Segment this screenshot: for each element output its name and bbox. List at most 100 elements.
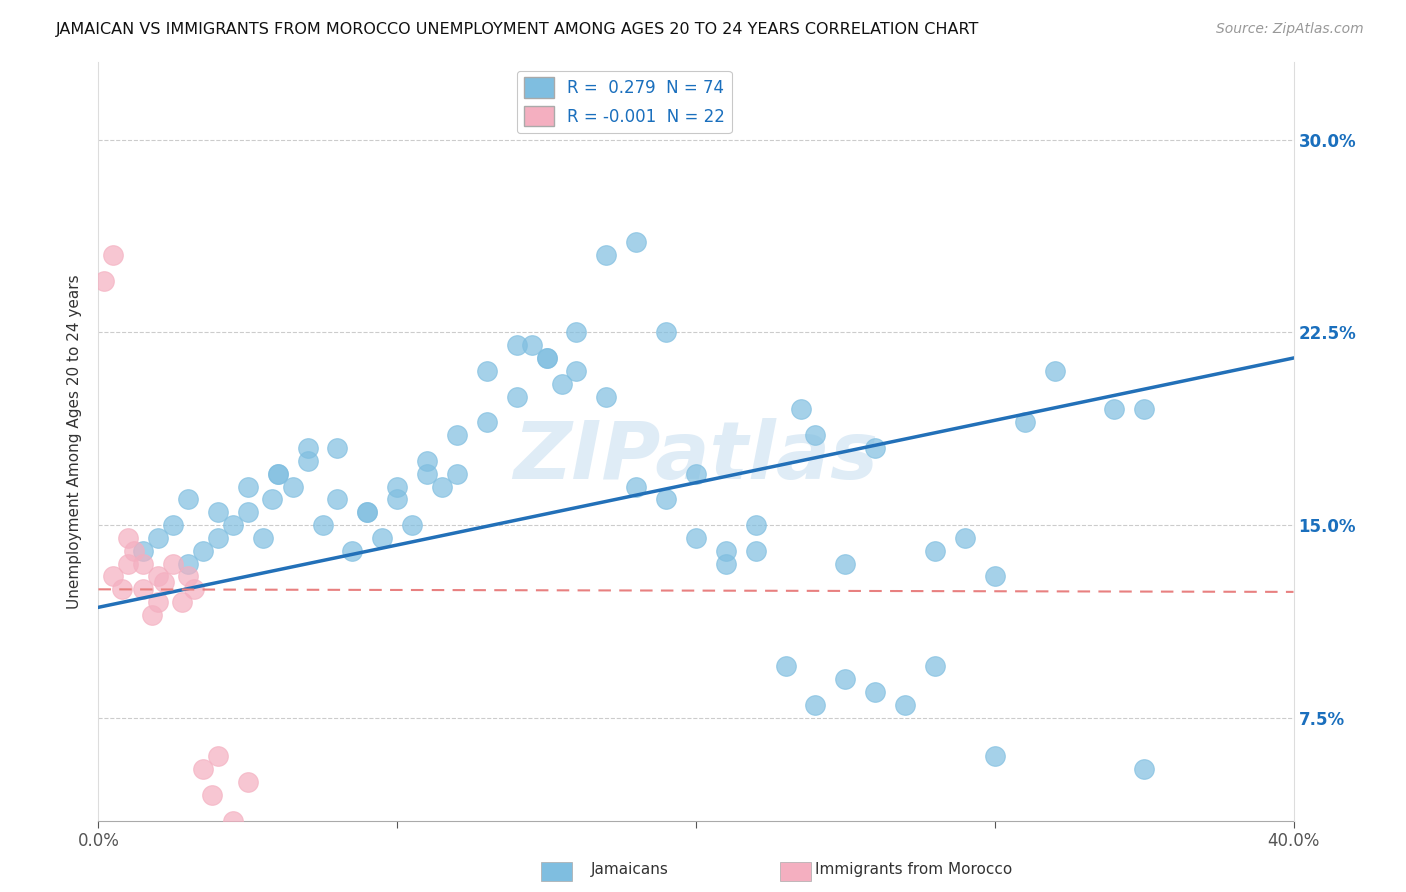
Text: Jamaicans: Jamaicans (591, 863, 668, 877)
Point (153, 574, 176, 589)
Text: Source: ZipAtlas.com: Source: ZipAtlas.com (1216, 22, 1364, 37)
Point (834, 673, 856, 687)
Point (356, 505, 378, 519)
Point (148, 531, 170, 545)
Legend: R =  0.279  N = 74, R = -0.001  N = 22: R = 0.279 N = 74, R = -0.001 N = 22 (517, 70, 731, 133)
Point (111, 582, 134, 597)
Point (124, 543, 146, 558)
Point (745, 518, 768, 533)
Point (236, 775, 259, 789)
Point (132, 543, 155, 558)
Text: JAMAICAN VS IMMIGRANTS FROM MOROCCO UNEMPLOYMENT AMONG AGES 20 TO 24 YEARS CORRE: JAMAICAN VS IMMIGRANTS FROM MOROCCO UNEM… (56, 22, 980, 37)
Point (207, 531, 229, 545)
Point (148, 569, 170, 583)
Point (172, 595, 194, 609)
Point (177, 492, 200, 507)
Point (714, 557, 737, 571)
Point (267, 467, 290, 481)
Point (565, 364, 588, 378)
Point (804, 428, 827, 442)
Point (775, 659, 797, 673)
Point (595, 248, 617, 262)
Point (595, 390, 617, 404)
Point (297, 441, 319, 455)
Point (984, 569, 1007, 583)
Point (207, 749, 229, 764)
Point (236, 505, 259, 519)
Point (865, 441, 887, 455)
Point (371, 531, 394, 545)
Point (177, 569, 200, 583)
Point (536, 351, 558, 365)
Point (446, 467, 468, 481)
Point (326, 492, 349, 507)
Point (103, 248, 125, 262)
Point (1133, 762, 1156, 776)
Point (191, 543, 214, 558)
Point (475, 364, 498, 378)
Point (1014, 415, 1036, 429)
Point (626, 235, 648, 250)
Point (132, 582, 155, 597)
Point (207, 505, 229, 519)
Point (506, 390, 529, 404)
Point (789, 402, 811, 417)
Point (162, 557, 184, 571)
Point (191, 762, 214, 776)
Point (416, 454, 439, 468)
Point (953, 531, 976, 545)
Point (141, 607, 163, 622)
Point (103, 569, 125, 583)
Point (685, 467, 707, 481)
Y-axis label: Unemployment Among Ages 20 to 24 years: Unemployment Among Ages 20 to 24 years (67, 274, 83, 609)
Point (520, 338, 543, 352)
Point (475, 415, 498, 429)
Point (385, 492, 409, 507)
Point (745, 543, 768, 558)
Point (311, 518, 333, 533)
Point (1133, 402, 1156, 417)
Point (93, 274, 115, 288)
Point (714, 543, 737, 558)
Point (655, 492, 678, 507)
Point (924, 659, 946, 673)
Point (222, 814, 245, 828)
Point (117, 557, 139, 571)
Point (446, 428, 468, 442)
Point (356, 505, 378, 519)
Point (536, 351, 558, 365)
Point (236, 479, 259, 493)
Point (252, 531, 274, 545)
Point (177, 557, 200, 571)
Point (201, 788, 224, 802)
Point (183, 582, 205, 597)
Point (148, 595, 170, 609)
Point (865, 685, 887, 699)
Point (401, 518, 423, 533)
Point (626, 479, 648, 493)
Point (267, 467, 290, 481)
Point (804, 698, 827, 712)
Point (506, 338, 529, 352)
Point (834, 557, 856, 571)
Point (984, 749, 1007, 764)
Point (924, 543, 946, 558)
Point (655, 326, 678, 340)
Point (565, 326, 588, 340)
Point (260, 492, 283, 507)
Point (117, 531, 139, 545)
Text: Immigrants from Morocco: Immigrants from Morocco (815, 863, 1012, 877)
Point (162, 518, 184, 533)
Point (685, 531, 707, 545)
Point (342, 543, 364, 558)
Point (430, 479, 453, 493)
Point (326, 441, 349, 455)
Point (1043, 364, 1066, 378)
Point (416, 467, 439, 481)
Point (894, 698, 917, 712)
Point (281, 479, 304, 493)
Point (550, 376, 572, 391)
Point (1104, 402, 1126, 417)
Point (385, 479, 409, 493)
Point (222, 518, 245, 533)
